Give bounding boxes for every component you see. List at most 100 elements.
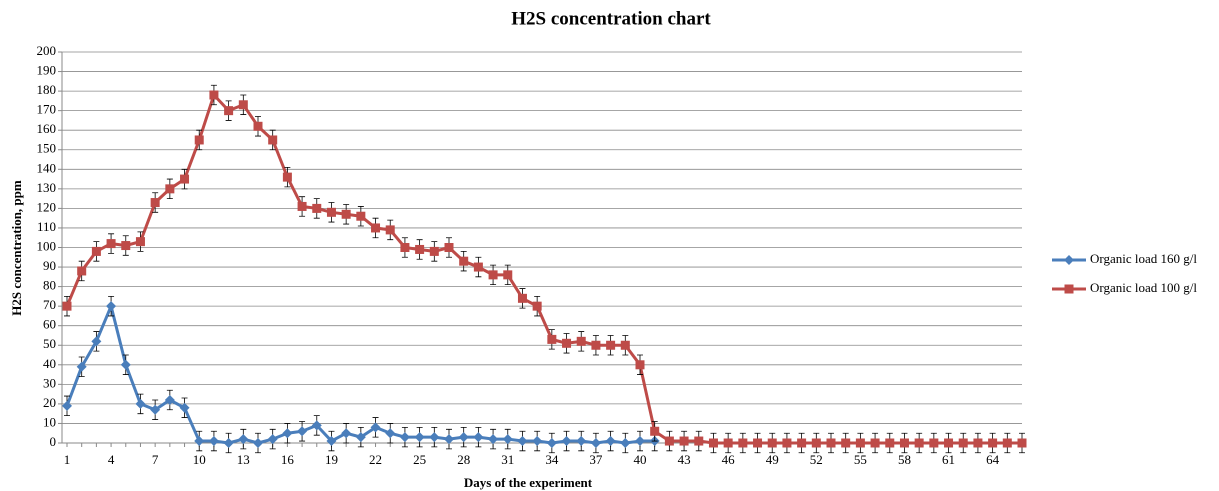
data-point	[165, 184, 175, 194]
data-point	[694, 436, 704, 446]
data-point	[385, 428, 396, 439]
data-point	[562, 338, 572, 348]
chart-title: H2S concentration chart	[511, 8, 711, 29]
data-point	[120, 359, 131, 370]
data-point	[444, 243, 454, 252]
y-tick-label: 40	[43, 356, 56, 371]
data-point	[400, 243, 410, 252]
data-point	[91, 246, 101, 256]
x-tick-label: 61	[942, 452, 955, 467]
data-point	[767, 438, 777, 448]
legend-marker	[1064, 255, 1074, 265]
x-tick-label: 64	[986, 452, 1000, 467]
y-tick-label: 50	[43, 336, 56, 351]
data-point	[223, 438, 234, 448]
data-point	[371, 223, 381, 233]
data-point	[341, 209, 351, 219]
data-point	[708, 438, 718, 448]
x-tick-label: 16	[281, 452, 295, 467]
data-point	[635, 436, 645, 447]
data-point	[1002, 438, 1012, 448]
y-tick-label: 30	[43, 375, 56, 390]
series-line	[65, 93, 1022, 445]
data-point	[194, 436, 205, 447]
data-point	[164, 394, 175, 405]
data-point	[326, 207, 336, 217]
x-tick-label: 25	[413, 452, 426, 467]
data-point	[106, 239, 116, 249]
x-tick-label: 37	[589, 452, 603, 467]
data-point	[473, 432, 484, 443]
data-point	[532, 301, 542, 311]
data-point	[224, 106, 234, 116]
x-tick-label: 46	[722, 452, 736, 467]
data-point	[267, 434, 278, 445]
data-point	[517, 293, 527, 303]
y-tick-label: 60	[43, 317, 56, 332]
data-point	[268, 135, 278, 145]
data-point	[561, 436, 572, 447]
data-point	[209, 90, 219, 100]
x-tick-label: 43	[678, 452, 691, 467]
y-tick-label: 100	[37, 238, 57, 253]
data-point	[106, 301, 117, 312]
data-point	[1017, 438, 1027, 448]
y-tick-label: 160	[37, 121, 57, 136]
y-tick-label: 180	[37, 82, 57, 97]
data-point	[282, 428, 293, 439]
y-tick-label: 110	[37, 219, 56, 234]
data-point	[488, 434, 499, 445]
data-point	[591, 340, 601, 350]
x-tick-label: 34	[545, 452, 559, 467]
data-point	[620, 340, 630, 350]
data-point	[870, 438, 880, 448]
data-point	[753, 438, 763, 448]
data-point	[238, 100, 248, 110]
data-point	[590, 438, 601, 448]
data-point	[606, 340, 616, 350]
y-tick-label: 90	[43, 258, 56, 273]
x-tick-label: 55	[854, 452, 867, 467]
data-point	[517, 436, 528, 447]
data-point	[297, 426, 308, 437]
data-point	[929, 438, 939, 448]
data-point	[253, 438, 263, 448]
data-point	[429, 432, 440, 443]
data-point	[826, 438, 836, 448]
data-point	[473, 262, 483, 272]
x-tick-label: 49	[766, 452, 779, 467]
data-point	[532, 436, 543, 447]
y-tick-label: 140	[37, 160, 57, 175]
data-point	[605, 436, 616, 447]
data-point	[77, 266, 87, 276]
x-tick-label: 10	[193, 452, 206, 467]
data-point	[576, 336, 586, 346]
data-point	[238, 434, 249, 445]
data-point	[855, 438, 865, 448]
data-point	[91, 336, 102, 347]
data-point	[385, 225, 395, 235]
data-point	[576, 436, 587, 447]
x-tick-label: 52	[810, 452, 823, 467]
data-point	[488, 270, 498, 280]
y-tick-label: 130	[37, 180, 57, 195]
data-point	[459, 256, 469, 266]
series-line	[65, 304, 655, 445]
data-point	[135, 398, 146, 409]
data-point	[914, 438, 924, 448]
data-point	[370, 422, 381, 433]
x-tick-label: 19	[325, 452, 338, 467]
data-point	[723, 438, 733, 448]
y-tick-label: 20	[43, 395, 56, 410]
data-point	[546, 438, 557, 448]
data-point	[635, 360, 645, 370]
data-point	[664, 436, 674, 446]
y-tick-label: 10	[43, 414, 56, 429]
data-point	[679, 436, 689, 446]
y-tick-label: 80	[43, 278, 56, 293]
x-tick-label: 7	[152, 452, 159, 467]
data-point	[797, 438, 807, 448]
data-point	[76, 361, 87, 372]
data-point	[253, 121, 263, 131]
